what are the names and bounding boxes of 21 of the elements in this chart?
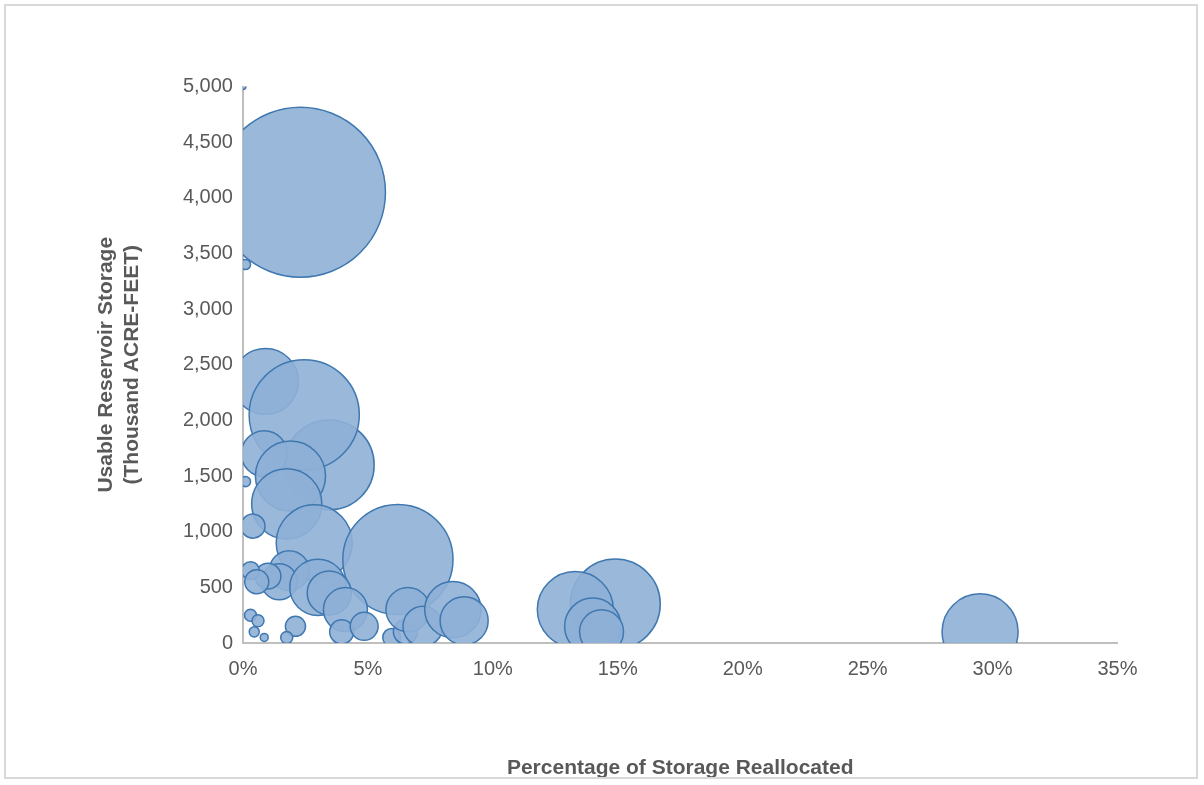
x-tick-label: 20%: [722, 656, 763, 679]
y-tick-label: 3,500: [182, 240, 233, 263]
y-tick-label: 2,500: [182, 352, 233, 375]
x-tick-label: 25%: [847, 656, 888, 679]
y-axis-title: Usable Reservoir Storage (Thousand ACRE-FEET): [93, 236, 142, 493]
y-tick-label: 4,500: [182, 129, 233, 152]
x-tick-label: 35%: [1097, 656, 1138, 679]
x-tick-label: 0%: [228, 656, 258, 679]
y-tick-label: 3,000: [182, 296, 233, 319]
x-tick-label: 10%: [472, 656, 514, 679]
x-tick-label: 5%: [353, 656, 383, 679]
y-tick-label: 4,000: [182, 185, 233, 208]
y-tick-label: 500: [199, 574, 233, 597]
y-tick-label: 1,000: [182, 519, 233, 542]
x-tick-label: 15%: [597, 656, 639, 679]
y-tick-label: 5,000: [182, 74, 233, 97]
y-tick-label: 2,000: [182, 407, 233, 430]
y-tick-label: 0: [221, 630, 233, 653]
x-tick-label: 30%: [972, 656, 1013, 679]
x-axis-title: Percentage of Storage Reallocated: [506, 755, 854, 779]
y-tick-label: 1,500: [182, 463, 233, 486]
